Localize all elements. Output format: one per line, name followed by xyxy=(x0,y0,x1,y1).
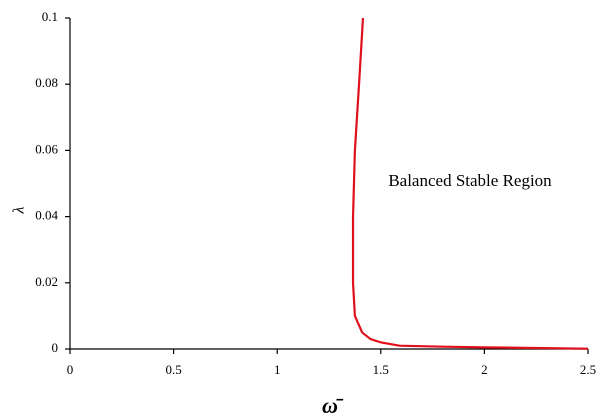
y-tick-label: 0 xyxy=(52,340,59,355)
line xyxy=(351,17,589,350)
x-tick-label: 0 xyxy=(67,362,74,377)
annotation: Balanced Stable Region xyxy=(388,171,552,190)
x-tick-label: 2.5 xyxy=(580,362,596,377)
x-tick-label: 1 xyxy=(274,362,281,377)
y-tick-label: 0.06 xyxy=(35,141,58,156)
x-axis-label: ω̄ xyxy=(322,393,344,418)
y-axis-label: λ xyxy=(11,206,28,214)
y-tick-label: 0.02 xyxy=(35,274,58,289)
y-tick-label: 0.08 xyxy=(35,75,58,90)
y-tick-label: 0.04 xyxy=(35,208,58,223)
y-tick-label: 0.1 xyxy=(42,9,58,24)
x-tick-label: 0.5 xyxy=(165,362,181,377)
x-tick-label: 2 xyxy=(481,362,488,377)
x-tick-label: 1.5 xyxy=(373,362,389,377)
